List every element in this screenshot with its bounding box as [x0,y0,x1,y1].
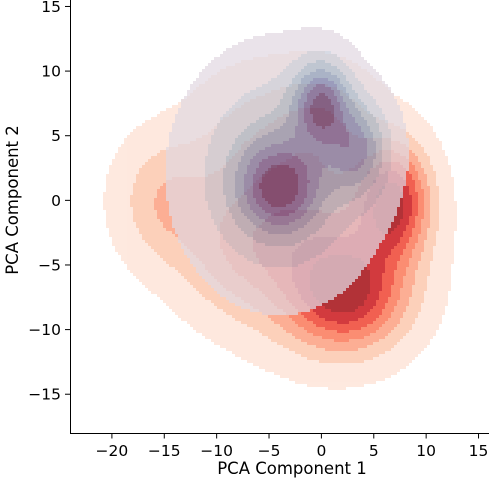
contour-level-1-5 [253,84,349,216]
y-tick-label: 10 [41,63,61,81]
x-tick-label: 0 [316,442,326,460]
x-tick-label: −10 [200,442,233,460]
y-tick-label: 0 [51,192,61,210]
density-series-1 [166,27,409,315]
contour-level-1-1 [205,51,391,267]
y-tick-label: −10 [28,321,61,339]
x-tick-label: 10 [416,442,436,460]
y-tick-label: −5 [38,256,61,274]
x-tick-label: −5 [258,442,281,460]
contour-level-1-6 [259,93,334,207]
x-axis-title: PCA Component 1 [217,459,367,478]
x-tick-label: 15 [469,442,489,460]
x-tick-label: 5 [369,442,379,460]
y-axis-title: PCA Component 2 [3,125,22,275]
contour-level-1-2 [223,60,382,246]
x-tick-label: −15 [148,442,181,460]
y-tick-label: −15 [28,386,61,404]
y-tick-label: 5 [51,127,61,145]
axes: −20 −15 −10 −5 0 5 10 15 −15 −10 −5 0 5 10 15 [28,0,489,460]
contour-level-1-3 [235,69,376,234]
plot-area [103,27,457,390]
contour-level-1-4 [244,78,367,225]
y-tick-label: 15 [41,0,61,16]
x-tick-label: −20 [96,442,129,460]
